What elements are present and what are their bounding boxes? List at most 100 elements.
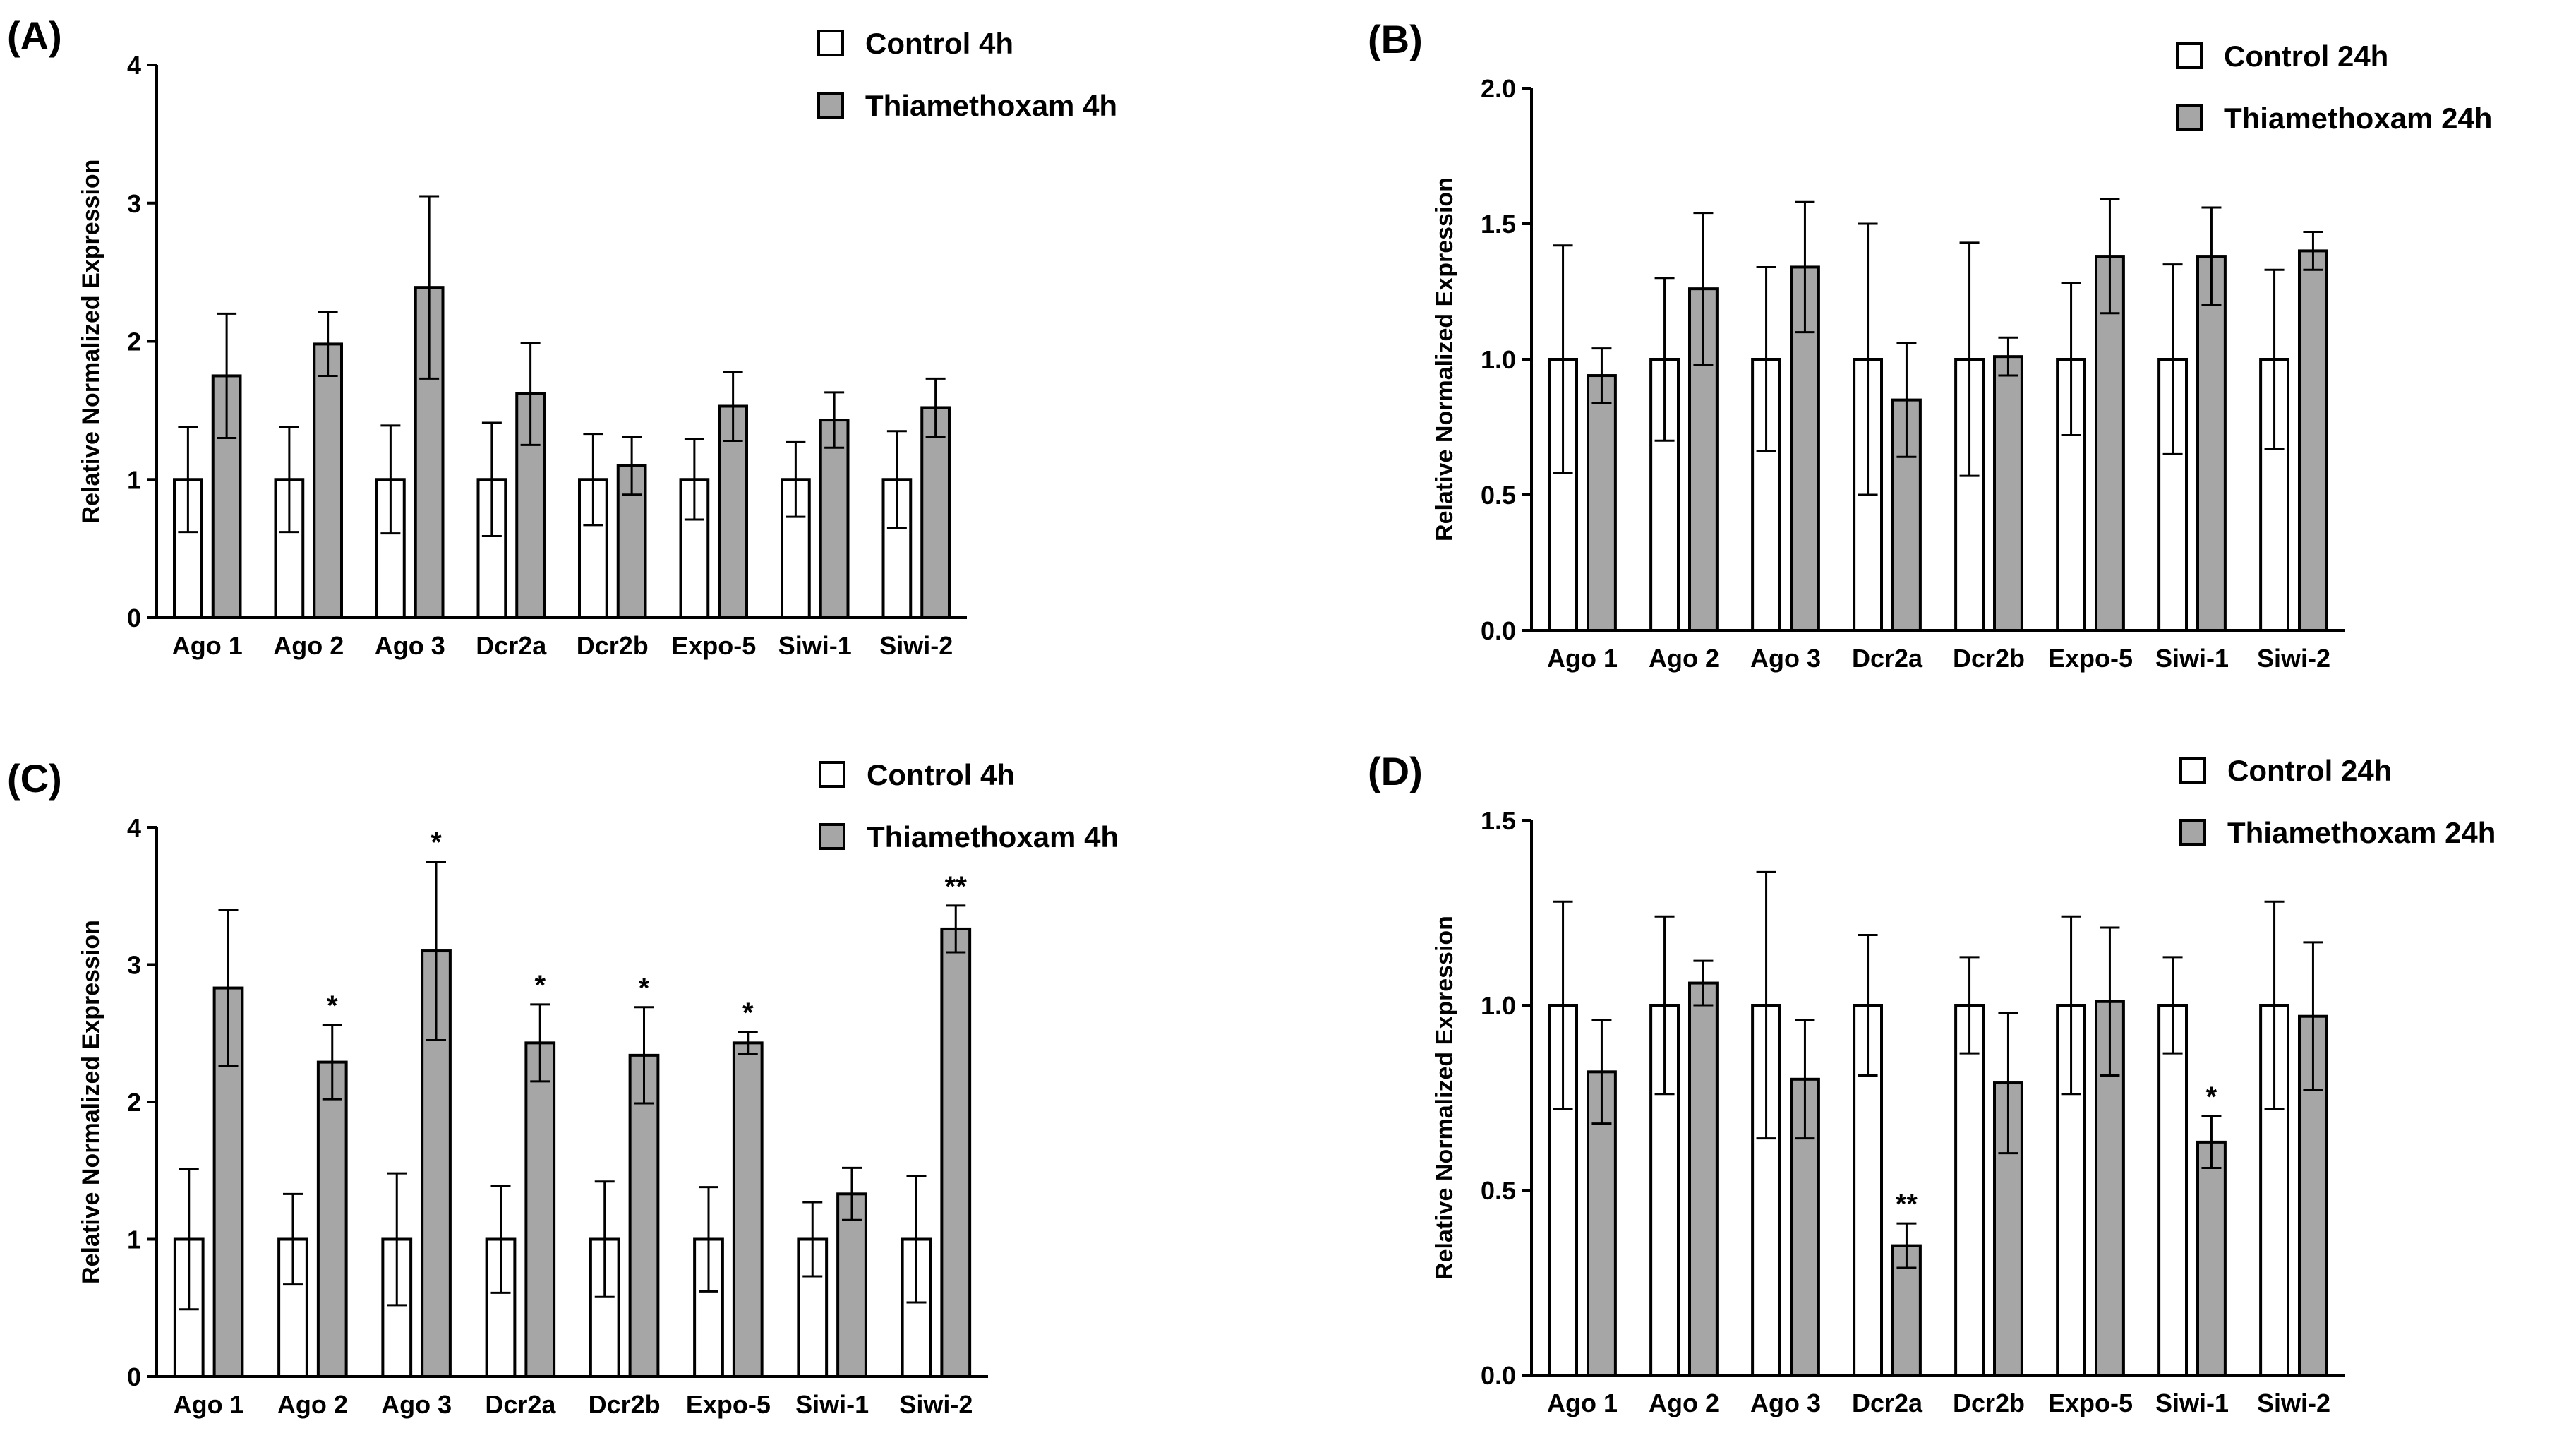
x-tick-label: Expo-5 bbox=[671, 631, 756, 660]
x-tick-label: Expo-5 bbox=[2048, 644, 2133, 673]
x-tick-label: Dcr2a bbox=[1852, 644, 1923, 673]
legend-swatch bbox=[817, 92, 844, 119]
x-tick-label: Siwi-2 bbox=[879, 631, 953, 660]
bar-control bbox=[578, 478, 608, 619]
bar-treatment bbox=[2095, 255, 2125, 632]
chart-panel-d: (D) 0.0 0.5 1.0 1.5 Relative Normalized Expre… bbox=[1368, 749, 2496, 1417]
x-tick-label: Siwi-2 bbox=[899, 1390, 973, 1419]
x-tick-label: Dcr2b bbox=[1953, 644, 2025, 673]
bar-treatment bbox=[628, 1053, 660, 1378]
x-tick-label: Ago 1 bbox=[1547, 1389, 1618, 1417]
bar-control bbox=[1954, 1004, 1985, 1377]
legend-swatch bbox=[819, 823, 845, 850]
y-tick-label: 4 bbox=[127, 813, 141, 842]
y-tick-label: 1.0 bbox=[1481, 345, 1516, 374]
legend-label: Thiamethoxam 4h bbox=[865, 89, 1117, 122]
y-tick-label: 0.5 bbox=[1481, 1176, 1516, 1205]
bar-treatment bbox=[920, 406, 951, 620]
bar-treatment bbox=[732, 1041, 764, 1378]
bar-treatment bbox=[940, 927, 972, 1379]
y-tick-label: 0.5 bbox=[1481, 481, 1516, 510]
y-axis-label: Relative Normalized Expression bbox=[1431, 177, 1458, 541]
bar-treatment bbox=[2298, 1014, 2328, 1377]
x-tick-label: Siwi-1 bbox=[795, 1390, 869, 1419]
bar-control bbox=[277, 1237, 308, 1378]
bar-treatment bbox=[316, 1060, 348, 1378]
y-tick-label: 3 bbox=[127, 951, 141, 980]
legend-swatch bbox=[2179, 819, 2206, 846]
y-tick-label: 1.0 bbox=[1481, 991, 1516, 1020]
legend-label: Thiamethoxam 4h bbox=[867, 820, 1119, 853]
x-tick-label: Dcr2a bbox=[1852, 1389, 1923, 1417]
bar-treatment bbox=[313, 342, 343, 619]
x-tick-label: Ago 3 bbox=[1750, 1389, 1821, 1417]
panel-label: (B) bbox=[1368, 17, 1423, 61]
bar-treatment bbox=[524, 1041, 556, 1378]
y-tick-label: 1 bbox=[127, 465, 141, 494]
legend-label: Thiamethoxam 24h bbox=[2227, 816, 2496, 849]
y-tick-label: 1 bbox=[127, 1225, 141, 1254]
y-tick-label: 0 bbox=[127, 1362, 141, 1391]
bar-treatment bbox=[2298, 249, 2328, 632]
bar-control bbox=[2157, 1004, 2189, 1377]
legend-swatch bbox=[2176, 42, 2203, 69]
y-axis-label: Relative Normalized Expression bbox=[78, 920, 104, 1284]
bar-control bbox=[173, 1237, 205, 1378]
y-axis-label: Relative Normalized Expression bbox=[78, 160, 104, 524]
bar-treatment bbox=[1993, 355, 2023, 632]
y-tick-label: 0 bbox=[127, 604, 141, 632]
y-tick-label: 1.5 bbox=[1481, 806, 1516, 835]
chart-panel-b: (B) 0.0 0.5 1.0 1.5 2.0 Relative Normalized Ex… bbox=[1368, 17, 2492, 673]
panel-label: (A) bbox=[7, 13, 62, 58]
chart-panel-c: (C) 0 1 2 3 4 Relative Normalized Expression Ag… bbox=[7, 756, 1119, 1419]
x-tick-label: Ago 3 bbox=[375, 631, 445, 660]
legend-swatch bbox=[2179, 757, 2206, 784]
x-tick-label: Siwi-2 bbox=[2257, 644, 2330, 673]
x-tick-label: Siwi-1 bbox=[2155, 1389, 2229, 1417]
y-axis-label: Relative Normalized Expression bbox=[1431, 916, 1458, 1280]
legend-swatch bbox=[2176, 104, 2203, 131]
chart-panel-a: (A) 0 1 2 3 4 Relative Normalized Expression Ag… bbox=[7, 13, 1117, 660]
panel-label: (D) bbox=[1368, 749, 1423, 793]
significance-label: * bbox=[2206, 1081, 2217, 1113]
x-tick-label: Expo-5 bbox=[686, 1390, 771, 1419]
significance-label: * bbox=[431, 827, 442, 858]
bar-treatment bbox=[819, 419, 850, 619]
x-tick-label: Ago 1 bbox=[172, 631, 243, 660]
x-tick-label: Siwi-2 bbox=[2257, 1389, 2330, 1417]
y-tick-label: 0.0 bbox=[1481, 616, 1516, 645]
significance-label: * bbox=[639, 973, 650, 1004]
legend-swatch bbox=[817, 30, 844, 56]
legend-label: Thiamethoxam 24h bbox=[2224, 102, 2492, 135]
legend-label: Control 4h bbox=[867, 758, 1015, 791]
significance-label: ** bbox=[1896, 1189, 1918, 1220]
x-tick-label: Ago 2 bbox=[273, 631, 344, 660]
x-tick-label: Ago 3 bbox=[381, 1390, 452, 1419]
legend-label: Control 24h bbox=[2227, 754, 2392, 787]
x-tick-label: Dcr2b bbox=[577, 631, 649, 660]
significance-label: * bbox=[327, 990, 338, 1021]
panel-label: (C) bbox=[7, 756, 62, 801]
significance-label: ** bbox=[945, 871, 968, 902]
x-tick-label: Siwi-1 bbox=[778, 631, 852, 660]
x-tick-label: Ago 1 bbox=[174, 1390, 244, 1419]
bar-treatment bbox=[2196, 1140, 2227, 1377]
legend-swatch bbox=[819, 761, 845, 788]
bar-treatment bbox=[212, 986, 244, 1378]
bar-treatment bbox=[515, 392, 546, 619]
x-tick-label: Dcr2a bbox=[485, 1390, 556, 1419]
legend-label: Control 24h bbox=[2224, 40, 2388, 73]
bar-treatment bbox=[2196, 255, 2227, 632]
bar-control bbox=[485, 1237, 517, 1378]
y-tick-label: 4 bbox=[127, 51, 141, 80]
x-tick-label: Ago 1 bbox=[1547, 644, 1618, 673]
x-tick-label: Expo-5 bbox=[2048, 1389, 2133, 1417]
y-tick-label: 2 bbox=[127, 328, 141, 356]
x-tick-label: Siwi-1 bbox=[2155, 644, 2229, 673]
legend-label: Control 4h bbox=[865, 27, 1013, 60]
x-tick-label: Ago 2 bbox=[1649, 644, 1719, 673]
y-tick-label: 1.5 bbox=[1481, 210, 1516, 239]
x-tick-label: Dcr2b bbox=[589, 1390, 661, 1419]
x-tick-label: Ago 3 bbox=[1750, 644, 1821, 673]
